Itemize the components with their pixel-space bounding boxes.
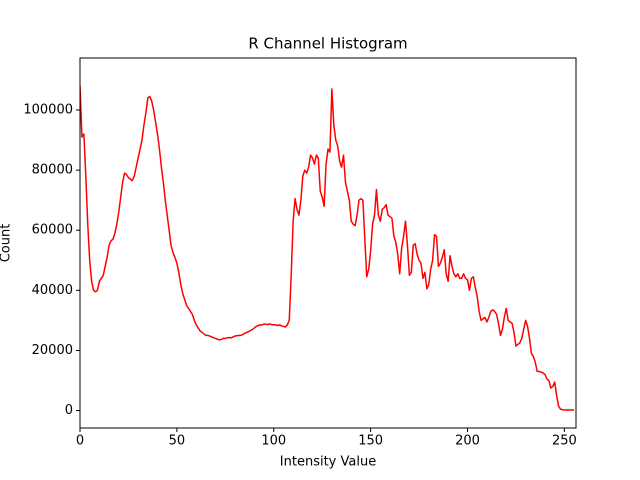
x-tick-label: 200: [455, 434, 480, 449]
x-tick-label: 100: [261, 434, 286, 449]
x-axis-label: Intensity Value: [280, 455, 376, 470]
y-tick-label: 20000: [32, 343, 73, 358]
y-tick-label: 40000: [32, 283, 73, 298]
x-tick-label: 150: [358, 434, 383, 449]
y-axis-label: Count: [0, 224, 14, 263]
y-tick-label: 100000: [23, 102, 73, 117]
x-tick-label: 250: [552, 434, 577, 449]
x-tick-label: 0: [76, 434, 84, 449]
plot-frame: [79, 57, 577, 429]
y-tick-label: 60000: [32, 223, 73, 238]
chart-title: R Channel Histogram: [248, 35, 407, 53]
y-tick-label: 0: [65, 403, 73, 418]
data-line: [80, 85, 575, 411]
x-tick-label: 50: [169, 434, 186, 449]
y-tick-label: 80000: [32, 163, 73, 178]
